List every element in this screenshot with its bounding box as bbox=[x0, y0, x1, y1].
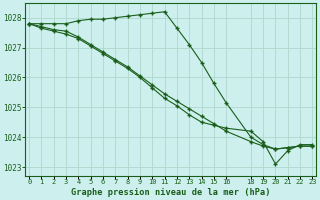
X-axis label: Graphe pression niveau de la mer (hPa): Graphe pression niveau de la mer (hPa) bbox=[71, 188, 270, 197]
